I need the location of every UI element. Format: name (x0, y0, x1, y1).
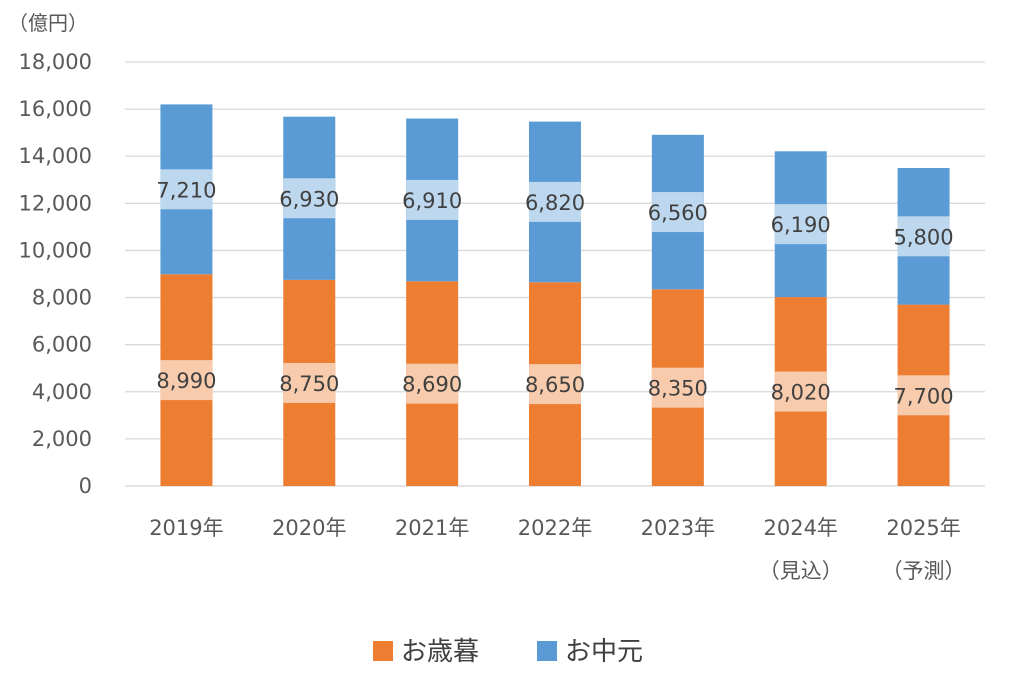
y-axis-unit-label: （億円） (8, 11, 88, 35)
x-tick-label: 2020年 (272, 516, 346, 540)
data-label-background (160, 360, 213, 401)
bars (160, 104, 950, 486)
legend: お歳暮 お中元 (373, 637, 643, 667)
y-tick-label: 0 (79, 474, 92, 498)
x-tick-label: （予測） (882, 559, 966, 583)
legend-label: お中元 (565, 637, 643, 667)
data-label-background (406, 179, 459, 220)
x-tick-label: 2022年 (518, 516, 592, 540)
x-tick-label: 2025年 (886, 516, 960, 540)
data-label-background (406, 363, 459, 404)
data-label: 5,800 (894, 225, 954, 249)
y-tick-label: 14,000 (19, 144, 92, 168)
y-tick-label: 6,000 (32, 333, 92, 357)
data-label-background (529, 181, 581, 222)
data-label: 8,350 (648, 377, 708, 401)
data-label-background (774, 371, 827, 412)
data-label-background (651, 367, 704, 408)
data-label-background (651, 192, 704, 233)
legend-swatch (373, 641, 393, 661)
y-tick-label: 16,000 (19, 97, 92, 121)
x-tick-label: 2023年 (641, 516, 715, 540)
data-label: 7,210 (156, 178, 216, 202)
x-axis-ticks: 2019年 2020年 2021年 2022年 2023年 2024年 （見込） 2025年 （… (149, 516, 965, 583)
data-label: 6,910 (402, 189, 462, 213)
legend-swatch (537, 641, 557, 661)
data-label: 6,560 (648, 201, 708, 225)
y-tick-label: 4,000 (32, 380, 92, 404)
data-label: 8,750 (279, 372, 339, 396)
y-tick-label: 12,000 (19, 191, 92, 215)
data-label: 7,700 (894, 384, 954, 408)
data-label: 6,930 (279, 187, 339, 211)
data-label: 8,990 (156, 369, 216, 393)
x-tick-label: （見込） (759, 559, 843, 583)
data-label: 8,650 (525, 373, 585, 397)
y-tick-label: 8,000 (32, 286, 92, 310)
x-tick-label: 2019年 (149, 516, 223, 540)
data-label-background (897, 216, 950, 257)
y-tick-label: 10,000 (19, 238, 92, 262)
data-label: 6,820 (525, 191, 585, 215)
y-tick-label: 18,000 (19, 50, 92, 74)
data-label-background (283, 178, 336, 219)
y-tick-label: 2,000 (32, 427, 92, 451)
x-tick-label: 2024年 (763, 516, 837, 540)
data-label-background (160, 169, 213, 210)
data-label-background (897, 375, 950, 416)
data-label-background (529, 364, 581, 405)
data-label: 8,020 (771, 381, 831, 405)
data-labels: 8,990 7,210 8,750 6,930 8,690 6,910 8,650 6,820… (156, 169, 954, 416)
x-tick-label: 2021年 (395, 516, 469, 540)
data-label-background (283, 362, 336, 403)
y-axis-ticks: 0 2,000 4,000 6,000 8,000 10,000 12,000 14,000 1… (19, 50, 92, 498)
data-label: 8,690 (402, 373, 462, 397)
legend-label: お歳暮 (401, 637, 479, 667)
data-label-background (774, 204, 827, 245)
data-label: 6,190 (771, 213, 831, 237)
